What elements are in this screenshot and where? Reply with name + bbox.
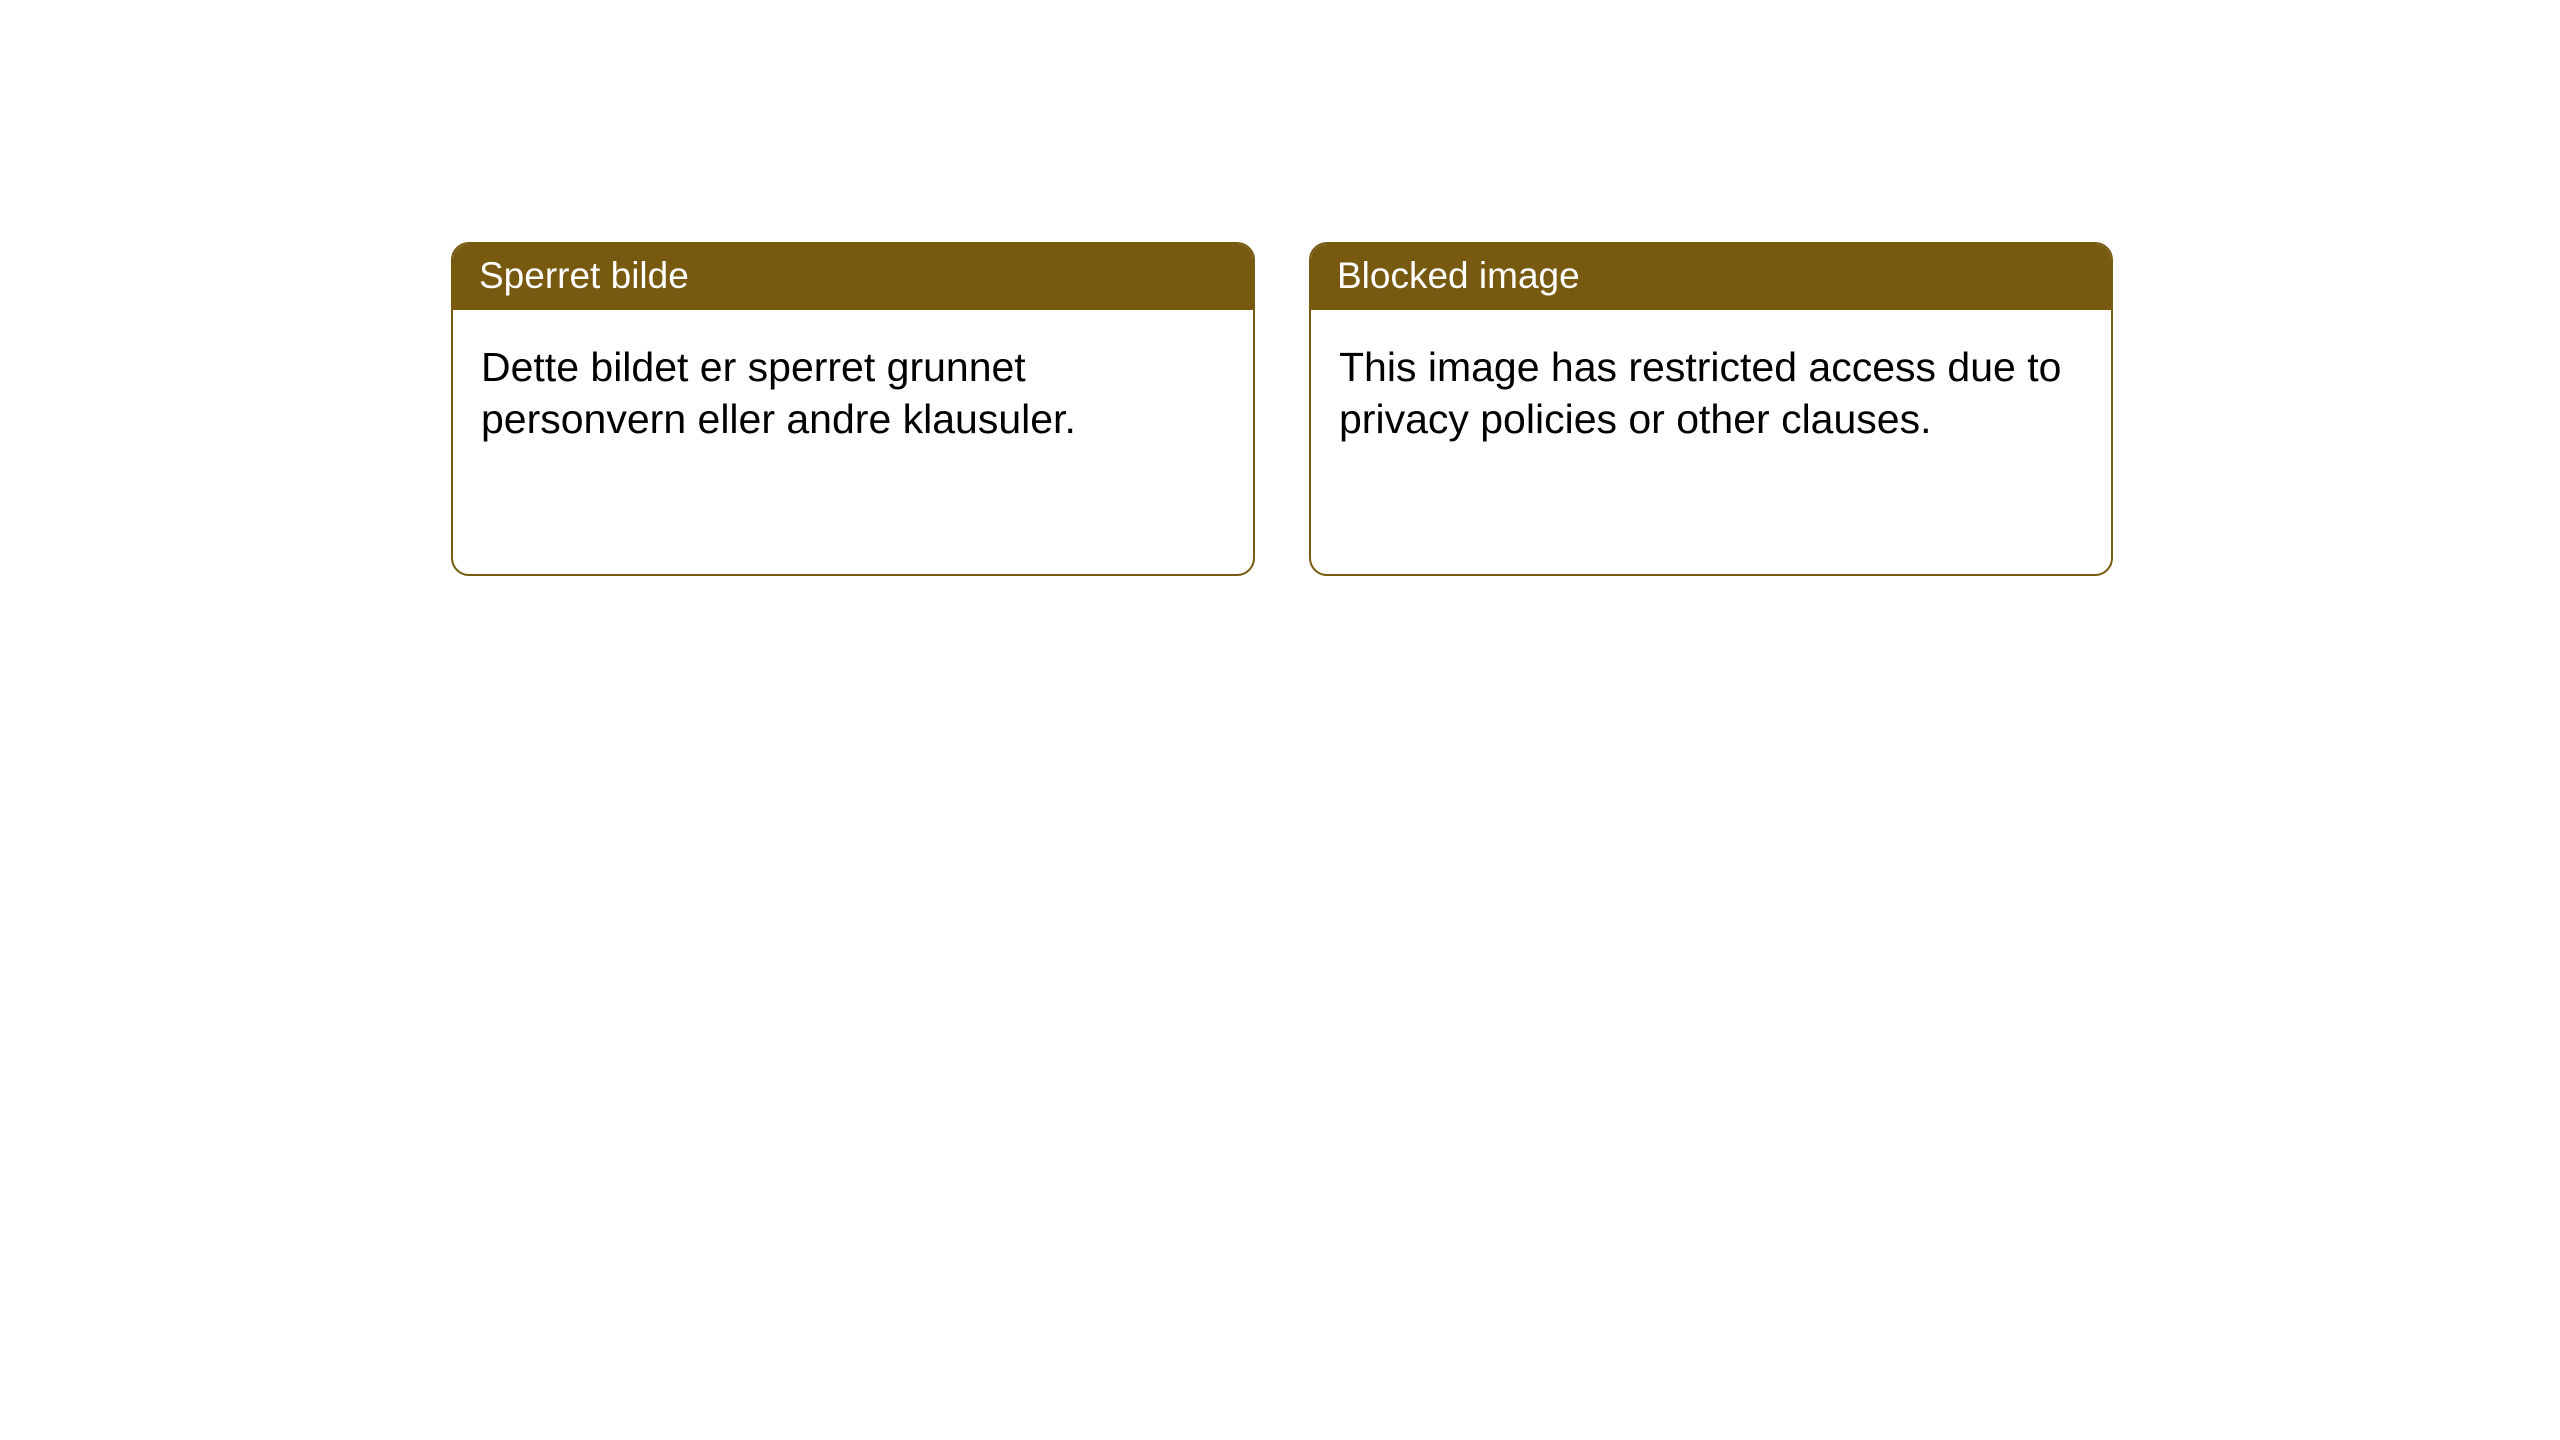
notice-header: Blocked image	[1311, 244, 2111, 310]
notice-box-english: Blocked image This image has restricted …	[1309, 242, 2113, 576]
notice-body: Dette bildet er sperret grunnet personve…	[453, 310, 1253, 574]
notice-box-norwegian: Sperret bilde Dette bildet er sperret gr…	[451, 242, 1255, 576]
notice-body: This image has restricted access due to …	[1311, 310, 2111, 574]
notice-container: Sperret bilde Dette bildet er sperret gr…	[451, 242, 2113, 576]
notice-header: Sperret bilde	[453, 244, 1253, 310]
